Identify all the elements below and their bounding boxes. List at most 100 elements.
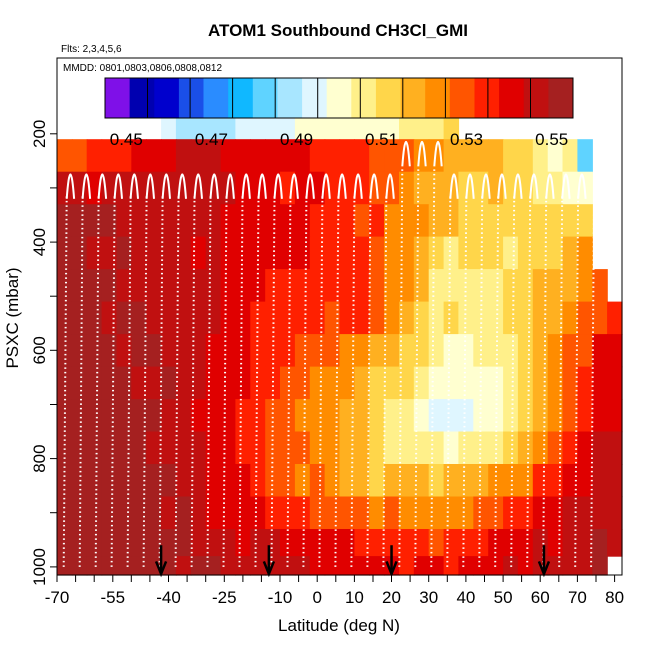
heatmap-cell: [473, 236, 489, 270]
heatmap-cell: [86, 556, 103, 576]
heatmap-cell: [354, 269, 370, 303]
x-tick-label: 20: [382, 588, 401, 607]
heatmap-cell: [71, 204, 88, 238]
heatmap-cell: [532, 366, 549, 400]
heatmap-cell: [235, 334, 251, 368]
heatmap-cell: [339, 464, 355, 498]
heatmap-cell: [473, 269, 489, 303]
heatmap-cell: [161, 496, 177, 530]
heatmap-cell: [384, 496, 400, 530]
heatmap-cell: [324, 366, 341, 400]
heatmap-cell: [205, 269, 222, 303]
heatmap-cell: [547, 301, 564, 335]
heatmap-cell: [577, 334, 593, 368]
heatmap-cell: [250, 171, 266, 205]
heatmap-cell: [101, 399, 118, 433]
heatmap-cell: [190, 139, 207, 173]
heatmap-cell: [443, 464, 460, 498]
heatmap-cell: [220, 366, 237, 400]
heatmap-cell: [503, 366, 519, 400]
heatmap-cell: [280, 399, 296, 433]
y-axis: 200 400 600 800 1000: [30, 120, 57, 586]
heatmap-cell: [399, 496, 415, 530]
heatmap-cell: [265, 139, 281, 173]
heatmap-cell: [190, 301, 207, 335]
heatmap-cell: [175, 334, 192, 368]
heatmap-cell: [57, 204, 73, 238]
heatmap-cell: [146, 556, 162, 576]
heatmap-cell: [101, 269, 118, 303]
heatmap-cell: [175, 464, 192, 498]
heatmap-cell: [577, 236, 593, 270]
colorbar-swatch: [548, 78, 574, 118]
heatmap-cell: [399, 556, 415, 576]
heatmap-cell: [250, 399, 266, 433]
heatmap-cell: [562, 464, 578, 498]
flight-track-dotted: [62, 166, 596, 567]
heatmap-cell: [458, 529, 474, 557]
heatmap-cell: [86, 399, 103, 433]
heatmap-cell: [294, 236, 311, 270]
heatmap-cell: [161, 204, 177, 238]
heatmap-cell: [399, 301, 415, 335]
heatmap-cell: [443, 496, 460, 530]
heatmap-cell: [369, 399, 385, 433]
heatmap-cell: [101, 366, 118, 400]
heatmap-cell: [503, 496, 519, 530]
colorbar-swatch: [425, 78, 451, 118]
heatmap-cell: [235, 204, 251, 238]
heatmap-cell: [354, 496, 370, 530]
heatmap-cell: [86, 464, 103, 498]
heatmap-cell: [101, 334, 118, 368]
x-tick-label: -25: [212, 588, 237, 607]
heatmap-cell: [324, 496, 341, 530]
colorbar-swatch: [105, 78, 131, 118]
heatmap-cell: [101, 529, 118, 557]
heatmap-cell: [131, 399, 147, 433]
heatmap-cell: [369, 366, 385, 400]
heatmap-cell: [324, 139, 341, 173]
heatmap-cell: [71, 399, 88, 433]
heatmap-cell: [399, 399, 415, 433]
heatmap-cell: [473, 464, 489, 498]
heatmap-cell: [458, 556, 474, 576]
colorbar-swatch: [523, 78, 549, 118]
heatmap-cell: [339, 269, 355, 303]
flights-annotation: Flts: 2,3,4,5,6: [61, 44, 122, 55]
heatmap-cell: [577, 496, 593, 530]
heatmap-cell: [607, 399, 623, 433]
heatmap-cell: [324, 399, 341, 433]
heatmap-cell: [175, 399, 192, 433]
heatmap-cell: [458, 171, 474, 205]
heatmap-cell: [577, 139, 593, 173]
heatmap-cell: [280, 334, 296, 368]
heatmap-cell: [131, 529, 147, 557]
colorbar-swatch: [400, 78, 426, 118]
heatmap-cell: [146, 399, 162, 433]
heatmap-cell: [413, 366, 430, 400]
heatmap-cell: [517, 139, 534, 173]
x-tick-label: 10: [345, 588, 364, 607]
heatmap-cell: [562, 529, 578, 557]
colorbar-swatch: [203, 78, 229, 118]
heatmap-cell: [175, 556, 192, 576]
heatmap-cell: [220, 334, 237, 368]
heatmap-cell: [116, 204, 132, 238]
heatmap-cell: [161, 464, 177, 498]
heatmap-cell: [413, 269, 430, 303]
heatmap-cell: [592, 366, 608, 400]
heatmap-cell: [265, 399, 281, 433]
heatmap-cell: [562, 171, 578, 205]
heatmap-cell: [339, 529, 355, 557]
heatmap-cell: [190, 334, 207, 368]
heatmap-cell: [562, 431, 578, 465]
heatmap-cell: [205, 431, 222, 465]
heatmap-cell: [443, 556, 460, 576]
heatmap-cell: [354, 204, 370, 238]
heatmap-cell: [146, 334, 162, 368]
heatmap-cell: [265, 366, 281, 400]
heatmap-cell: [324, 269, 341, 303]
heatmap-cell: [294, 464, 311, 498]
colorbar-tick-labels: 0.45 0.47 0.49 0.51 0.53 0.55: [110, 130, 568, 149]
heatmap-cell: [488, 269, 504, 303]
